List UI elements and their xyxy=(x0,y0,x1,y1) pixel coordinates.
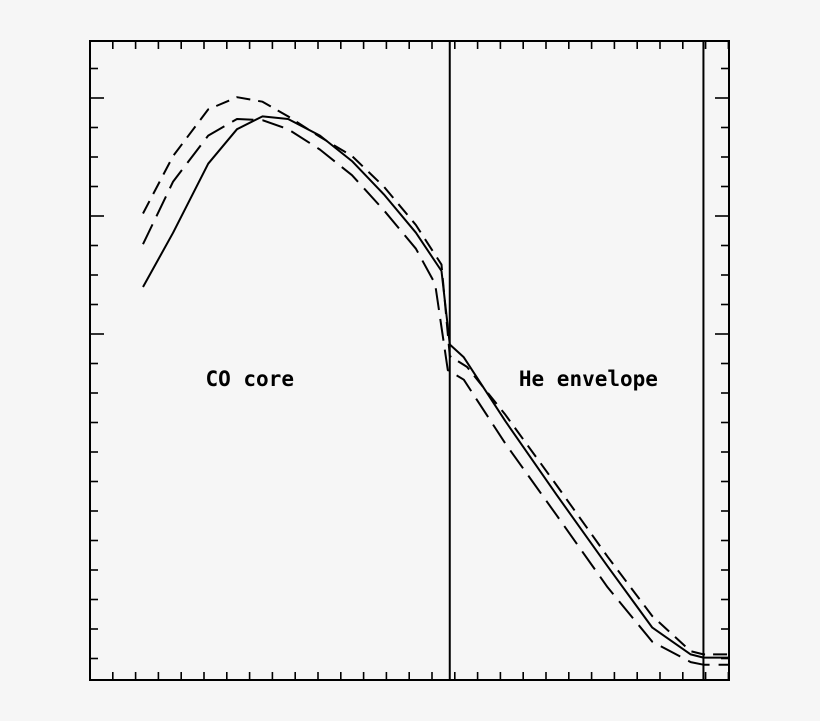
region-label-he-envelope: He envelope xyxy=(519,367,658,391)
axis-ticks xyxy=(89,41,730,680)
series-line-long-dash xyxy=(142,118,729,666)
region-boundaries xyxy=(448,41,705,680)
series-line-dash xyxy=(142,96,729,656)
series-layer xyxy=(142,96,729,666)
series-line-solid xyxy=(142,115,729,659)
region-label-co-core: CO core xyxy=(205,367,294,391)
plot-frame xyxy=(89,40,730,681)
